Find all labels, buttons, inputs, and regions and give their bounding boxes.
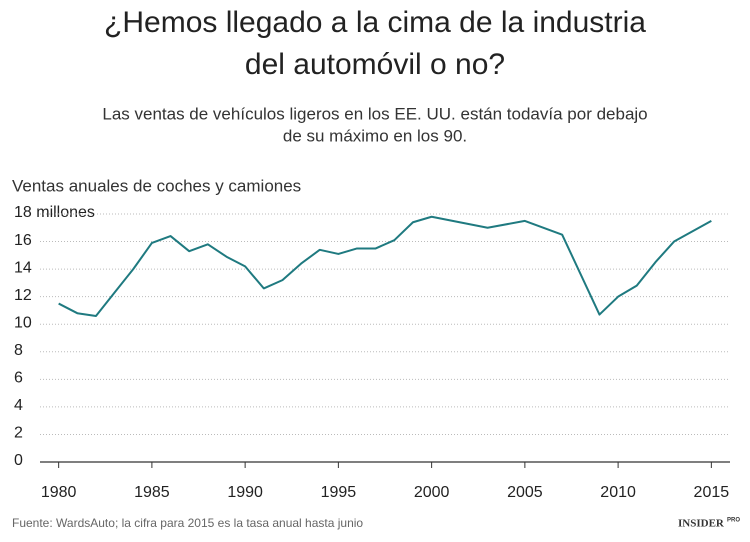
series-line (58, 215, 712, 317)
x-tick-label: 2005 (507, 484, 543, 501)
x-tick-label: 1990 (227, 484, 263, 501)
y-tick-label: 10 (14, 314, 32, 331)
y-axis-title: Ventas anuales de coches y camiones (12, 176, 301, 195)
x-tick-label: 2000 (414, 484, 450, 501)
brand: INSIDER (678, 518, 725, 530)
subtitle: de su máximo en los 90. (283, 126, 467, 145)
y-tick-label: 8 (14, 342, 23, 359)
chart-title: ¿Hemos llegado a la cima de la industria (104, 6, 646, 39)
brand-suffix: PRO (727, 518, 740, 524)
subtitle: Las ventas de vehículos ligeros en los E… (102, 104, 647, 123)
y-tick-label: 12 (14, 287, 32, 304)
source: Fuente: WardsAuto; la cifra para 2015 es… (12, 516, 363, 530)
y-tick-label: 18 millones (14, 204, 95, 221)
x-tick-label: 1985 (134, 484, 170, 501)
chart-title: del automóvil o no? (245, 48, 505, 81)
x-tick-label: 2015 (694, 484, 730, 501)
y-tick-label: 2 (14, 425, 23, 442)
x-tick-label: 2010 (600, 484, 636, 501)
x-tick-label: 1995 (321, 484, 357, 501)
y-tick-label: 0 (14, 452, 23, 469)
y-tick-label: 4 (14, 397, 23, 414)
x-tick-label: 1980 (41, 484, 77, 501)
y-tick-label: 14 (14, 259, 32, 276)
y-tick-label: 6 (14, 370, 23, 387)
y-tick-label: 16 (14, 232, 32, 249)
